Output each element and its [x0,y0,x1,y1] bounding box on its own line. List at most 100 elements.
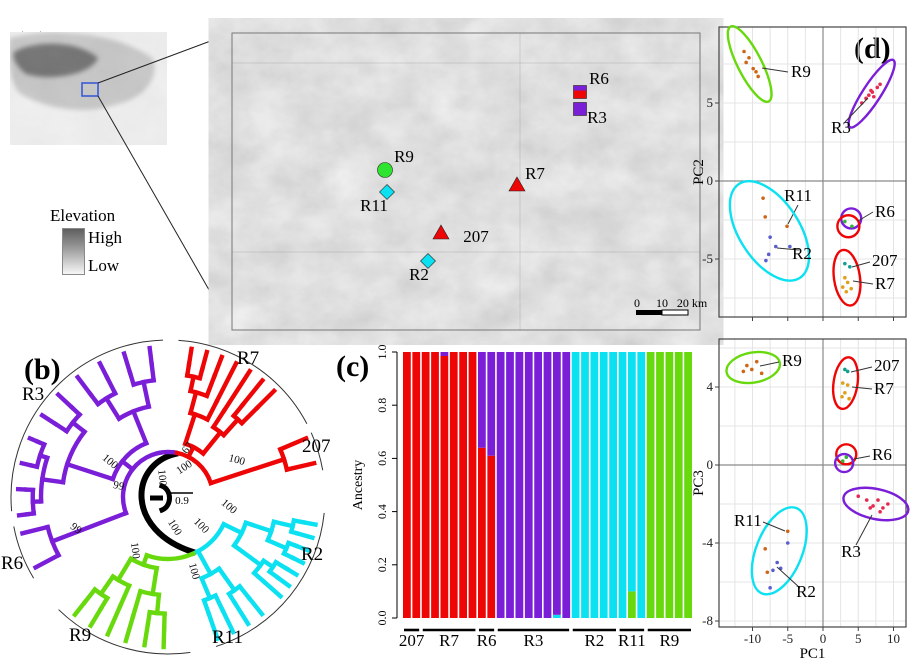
leader-line [776,247,800,251]
tree-branch [195,548,214,577]
tree-branch [288,528,300,537]
data-point-R9 [754,70,758,74]
ancestry-bar-segment [646,352,655,618]
ancestry-bar-segment [515,352,524,618]
ancestry-bar-segment [543,352,552,618]
data-point-R7 [847,396,851,401]
data-point-R7 [845,383,850,387]
ancestry-bar-segment [562,352,571,618]
tree-branch [97,573,117,598]
ancestry-bar-segment [656,352,664,618]
ancestry-bar-segment [627,591,636,618]
leader-line [850,366,873,373]
data-point-R9 [754,359,759,364]
data-point-R2 [771,568,775,573]
tree-branch [115,555,134,583]
tree-branch [213,360,240,405]
data-point-R3 [878,82,882,87]
tree-branch [221,368,253,414]
tree-branch [149,361,157,383]
tree-branch [284,460,317,473]
tree-branch [55,391,76,411]
leader-line [787,204,799,225]
data-point-R9 [744,60,748,65]
data-point-207 [845,369,850,374]
ancestry-bar-segment [421,352,430,618]
tree-branch [187,374,197,394]
inset-texture [10,32,167,145]
data-point-R9 [747,55,751,60]
tree-branch [117,582,133,609]
group-label-R7: R7 [439,631,459,650]
data-point-R6 [850,224,854,229]
cluster-label-R6: R6 [872,445,892,464]
ancestry-tick-label: 0.4 [375,504,389,519]
tree-branch [154,592,162,616]
cluster-ellipse-R9 [726,24,773,104]
tree-branch [204,398,220,423]
ancestry-tick-label: 1.0 [375,345,389,360]
data-point-R11 [765,570,770,575]
tree-branch [97,595,111,612]
ancestry-tick-label: 0.8 [375,398,389,413]
x-tick-label: 5 [855,631,862,646]
scalebar-10: 10 [656,296,668,310]
bootstrap-value: 99 [112,479,126,493]
x-tick-label: -10 [744,631,761,646]
data-point-207 [843,367,847,372]
group-label-R11: R11 [618,631,646,650]
data-point-R9 [749,367,754,372]
data-point-R2 [785,541,790,545]
data-point-R3 [868,506,873,510]
data-point-207 [843,261,847,266]
tree-arc [60,428,88,485]
tree-branch [49,510,129,545]
y-tick-label: -5 [702,251,713,266]
leader-line [853,455,871,460]
tree-branch [264,537,290,552]
data-point-R11 [785,529,790,534]
tree-branch [285,540,299,549]
tree-branch [231,542,264,569]
axis-label-PC3: PC3 [691,470,707,496]
bootstrap-value: 100 [186,562,202,582]
axis-label-PC2: PC2 [691,159,707,185]
ancestry-bar-segment [487,455,496,618]
leader-line [851,386,873,390]
leader-line [761,67,789,73]
data-point-R11 [763,215,767,219]
site-label-207: 207 [463,227,489,246]
tree-branch [205,610,221,642]
tree-branch [201,597,212,617]
site-marker-R11 [379,184,395,200]
tree-branch [271,519,296,529]
tree-arc [10,339,164,512]
tree-branch [292,542,312,554]
data-point-R9 [741,369,746,374]
tree-branch [187,389,199,416]
tree-branch [52,420,70,435]
tree-branch [198,575,213,601]
tree-branch [103,395,123,422]
tree-arc [58,609,191,655]
tree-branch [19,524,51,536]
tree-branch [220,521,245,536]
leader-line [759,361,780,367]
cluster-label-R3: R3 [831,118,851,137]
leader-line [844,97,869,123]
tree-arc [190,521,227,557]
tree-branch [239,377,266,409]
ancestry-bar-segment [440,355,449,618]
tree-branch [28,462,40,470]
data-point-R7 [843,391,847,395]
site-marker-R6 [573,85,587,99]
ancestry-bar-segment [477,447,486,618]
ancestry-bar-segment [459,352,468,618]
ancestry-bar-segment [412,352,421,618]
ancestry-bar-segment [627,352,636,592]
data-point-R3 [881,506,885,510]
tree-branch [87,605,105,629]
terrain-map [232,33,700,330]
cluster-label-R6: R6 [875,202,895,221]
